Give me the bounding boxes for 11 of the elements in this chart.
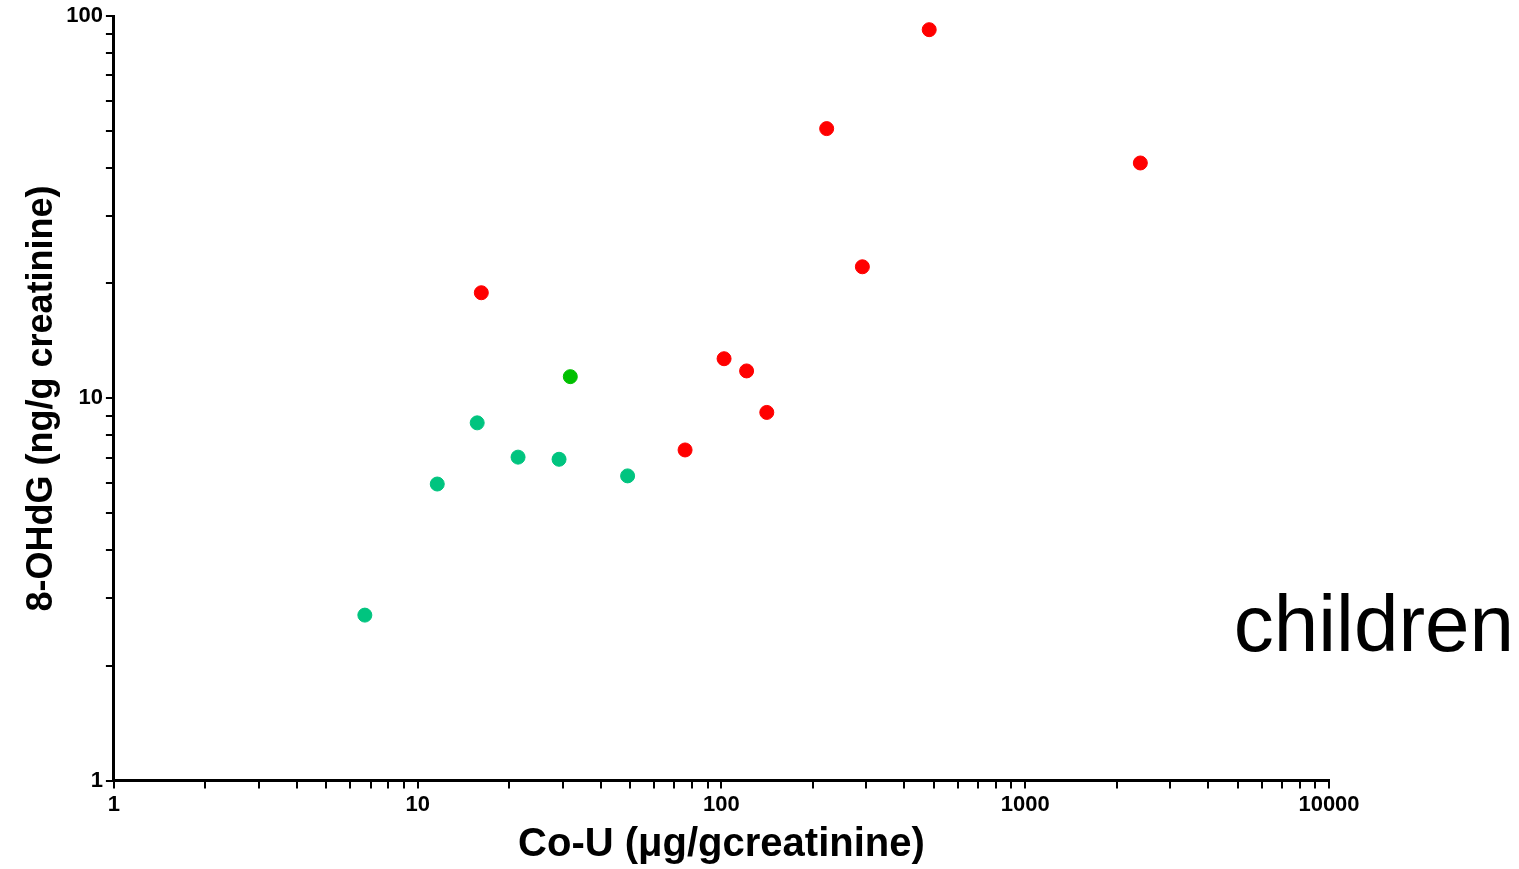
x-tick-label: 1: [107, 790, 121, 816]
x-tick-label: 1000: [1000, 790, 1050, 816]
y-tick-label: 100: [66, 2, 103, 28]
y-axis-title: 8-OHdG (ng/g creatinine): [18, 185, 60, 612]
annotation: children: [1233, 578, 1514, 668]
x-axis-title: Co-U (μg/gcreatinine): [518, 820, 925, 865]
y-tick-label: 1: [90, 766, 103, 792]
x-tick-label: 100: [703, 790, 740, 816]
x-tick-label: 10000: [1298, 790, 1360, 816]
x-tick-label: 10: [405, 790, 430, 816]
y-tick-label: 10: [78, 384, 103, 410]
